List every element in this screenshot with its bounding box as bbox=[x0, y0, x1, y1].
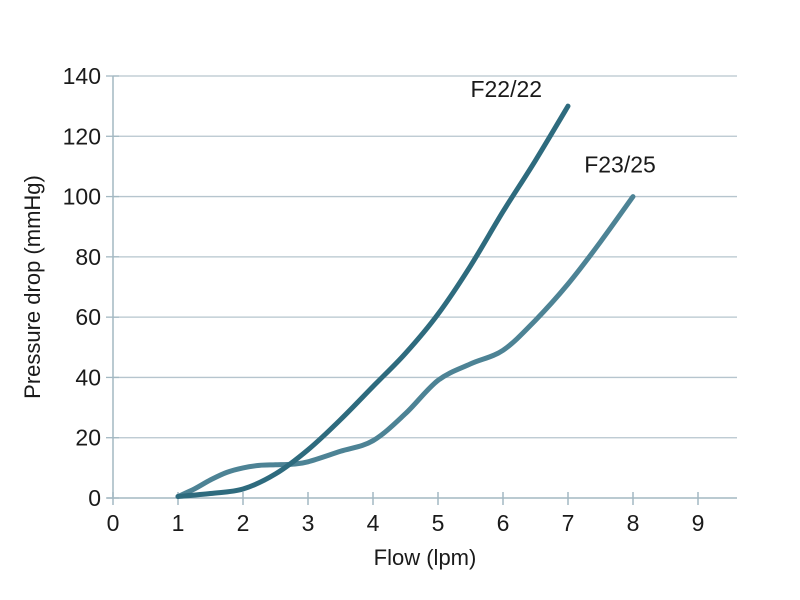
series-line-f22-22 bbox=[175, 103, 571, 499]
y-tick-label-100: 100 bbox=[63, 184, 101, 210]
x-tick-label-1: 1 bbox=[172, 510, 185, 536]
y-tick-label-20: 20 bbox=[75, 425, 101, 451]
x-tick-label-9: 9 bbox=[692, 510, 705, 536]
x-tick-label-2: 2 bbox=[237, 510, 250, 536]
x-tick-label-0: 0 bbox=[107, 510, 120, 536]
x-tick-label-8: 8 bbox=[627, 510, 640, 536]
y-tick-label-80: 80 bbox=[75, 244, 101, 270]
y-tick-label-0: 0 bbox=[88, 485, 101, 511]
x-tick-label-7: 7 bbox=[562, 510, 575, 536]
x-tick-label-5: 5 bbox=[432, 510, 445, 536]
y-tick-label-140: 140 bbox=[63, 63, 101, 89]
curve-label-f23-25: F23/25 bbox=[584, 151, 656, 177]
x-axis-title: Flow (lpm) bbox=[373, 545, 477, 570]
y-tick-label-120: 120 bbox=[63, 123, 101, 149]
y-axis-title: Pressure drop (mmHg) bbox=[20, 175, 45, 399]
curve-label-f22-22: F22/22 bbox=[470, 76, 542, 102]
x-tick-label-3: 3 bbox=[302, 510, 315, 536]
series-line-f23-25 bbox=[175, 194, 636, 499]
x-tick-label-6: 6 bbox=[497, 510, 510, 536]
y-tick-label-40: 40 bbox=[75, 364, 101, 390]
y-tick-label-60: 60 bbox=[75, 304, 101, 330]
x-tick-label-4: 4 bbox=[367, 510, 380, 536]
